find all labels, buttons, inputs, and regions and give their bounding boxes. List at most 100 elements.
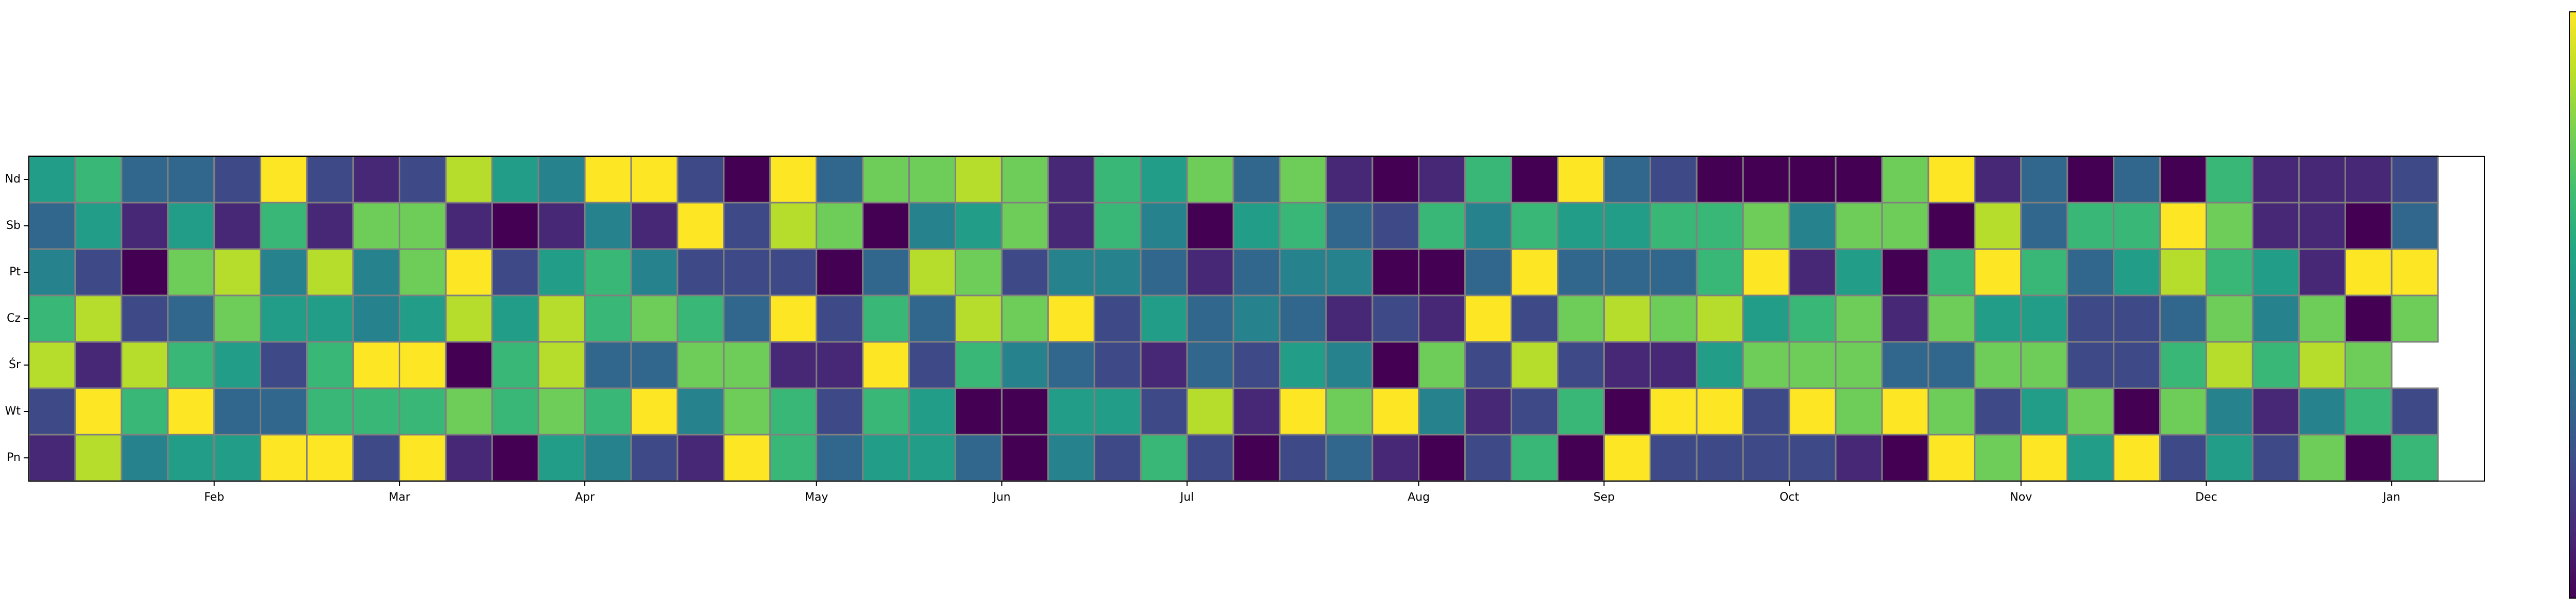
- colorbar: [2569, 11, 2576, 599]
- heat-cell: [1325, 248, 1374, 296]
- heat-cell: [1371, 155, 1420, 204]
- heat-cell: [676, 202, 725, 250]
- heat-cell: [1881, 155, 1929, 204]
- heat-cell: [1186, 248, 1234, 296]
- heat-cell: [1557, 341, 1605, 389]
- heat-cell: [398, 434, 447, 482]
- heat-cell: [676, 341, 725, 389]
- heat-cell: [1001, 341, 1049, 389]
- y-tick-label: Pt: [9, 266, 21, 278]
- heat-cell: [1974, 387, 2022, 436]
- heat-cell: [1649, 434, 1698, 482]
- heat-cell: [1557, 248, 1605, 296]
- x-tick-label: Feb: [204, 491, 224, 504]
- heat-cell: [908, 202, 956, 250]
- heat-cell: [1974, 294, 2022, 343]
- heat-cell: [630, 387, 679, 436]
- heat-cell: [1881, 202, 1929, 250]
- heat-cell: [306, 202, 354, 250]
- heat-cell: [1788, 387, 1837, 436]
- heat-cell: [1464, 202, 1513, 250]
- heat-cell: [1186, 341, 1234, 389]
- heat-cell: [352, 387, 400, 436]
- heat-cell: [2020, 248, 2069, 296]
- x-tick-label: Jun: [992, 491, 1010, 504]
- heat-cell: [1649, 155, 1698, 204]
- heat-cell: [1881, 341, 1929, 389]
- heat-cell: [2251, 434, 2300, 482]
- heat-cell: [954, 341, 1003, 389]
- heat-cell: [1927, 341, 1976, 389]
- heat-cell: [584, 434, 632, 482]
- heat-cell: [445, 434, 493, 482]
- heat-cell: [584, 202, 632, 250]
- heat-cell: [352, 155, 400, 204]
- heat-cell: [121, 202, 169, 250]
- heat-cell: [1418, 155, 1466, 204]
- heat-cell: [1511, 341, 1559, 389]
- heat-cell: [398, 155, 447, 204]
- heat-cell: [2066, 434, 2115, 482]
- heat-cell: [1047, 155, 1095, 204]
- heat-cell: [398, 294, 447, 343]
- heat-cell: [2205, 155, 2253, 204]
- heat-cell: [491, 202, 539, 250]
- heat-cell: [1279, 341, 1327, 389]
- heat-cell: [28, 248, 76, 296]
- heat-cell: [816, 434, 864, 482]
- heat-cell: [1742, 155, 1790, 204]
- heat-cell: [1511, 248, 1559, 296]
- heat-cell: [723, 341, 771, 389]
- heat-cell: [1788, 294, 1837, 343]
- heat-cell: [1649, 387, 1698, 436]
- heat-cell: [1093, 248, 1142, 296]
- heat-cell: [584, 387, 632, 436]
- heat-cell: [723, 155, 771, 204]
- heat-cell: [2344, 434, 2393, 482]
- heat-cell: [260, 155, 308, 204]
- heat-cell: [537, 155, 586, 204]
- heat-cell: [491, 434, 539, 482]
- heat-cell: [1927, 248, 1976, 296]
- heat-cell: [2251, 294, 2300, 343]
- heat-cell: [1140, 202, 1188, 250]
- heat-cell: [1511, 387, 1559, 436]
- heat-cell: [2066, 202, 2115, 250]
- heat-cell: [908, 341, 956, 389]
- heat-cell: [1418, 294, 1466, 343]
- heat-cell: [1974, 341, 2022, 389]
- heat-cell: [74, 155, 123, 204]
- heat-cell: [1186, 155, 1234, 204]
- heat-cell: [167, 434, 215, 482]
- heat-cell: [445, 294, 493, 343]
- heat-cell: [2251, 202, 2300, 250]
- heat-cell: [1001, 387, 1049, 436]
- heat-cell: [1001, 294, 1049, 343]
- heat-cell: [306, 434, 354, 482]
- heat-cell: [491, 341, 539, 389]
- heat-cell: [2159, 294, 2207, 343]
- heat-cell: [1696, 341, 1744, 389]
- heat-cell: [1511, 202, 1559, 250]
- heat-cell: [306, 341, 354, 389]
- heat-cell: [1696, 294, 1744, 343]
- heat-cell: [1001, 155, 1049, 204]
- heat-cell: [2298, 434, 2346, 482]
- heat-cell: [2298, 294, 2346, 343]
- heat-cell: [167, 341, 215, 389]
- heat-cell: [74, 248, 123, 296]
- heat-cell: [2020, 155, 2069, 204]
- heat-cell: [584, 341, 632, 389]
- heat-cell: [1835, 202, 1883, 250]
- heat-cell: [1325, 294, 1374, 343]
- heat-cell: [2159, 387, 2207, 436]
- heat-cell: [1093, 341, 1142, 389]
- heat-cell: [1974, 202, 2022, 250]
- heat-cell: [2113, 294, 2161, 343]
- heat-cell: [445, 341, 493, 389]
- heat-cell: [1603, 341, 1651, 389]
- heat-cell: [74, 202, 123, 250]
- heat-cell: [1835, 155, 1883, 204]
- y-tick-label: Śr: [9, 358, 21, 371]
- heat-cell: [2205, 341, 2253, 389]
